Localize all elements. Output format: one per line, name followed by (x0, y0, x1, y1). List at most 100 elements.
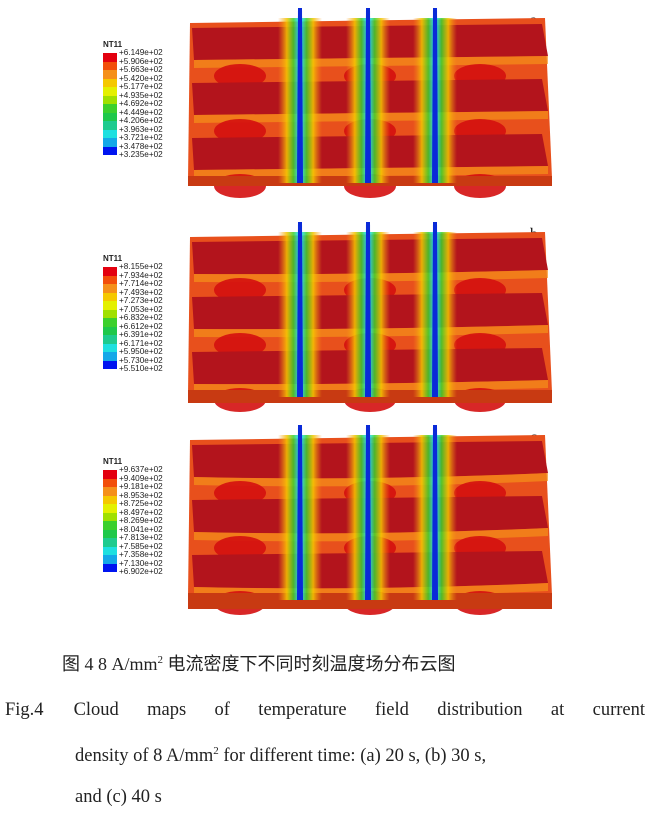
legend-tick: +8.269e+02 (119, 516, 163, 525)
legend-band (103, 495, 117, 504)
legend-band (103, 352, 117, 361)
legend-tick: +8.041e+02 (119, 524, 163, 534)
legend-tick: +6.902e+02 (119, 567, 163, 576)
legend-tick: +6.171e+02 (119, 338, 163, 348)
legend-variable: NT11 (103, 40, 123, 49)
legend-tick: +7.358e+02 (119, 550, 163, 559)
caption-en-line2: density of 8 A/mm2 for different time: (… (5, 731, 645, 777)
legend-tick: +7.493e+02 (119, 287, 163, 297)
legend-band (103, 563, 117, 572)
legend-colorbar (103, 53, 117, 155)
legend-tick: +4.935e+02 (119, 90, 163, 100)
legend-band (103, 487, 117, 496)
legend-band (103, 512, 117, 521)
caption-cn-suffix: 电流密度下不同时刻温度场分布云图 (163, 654, 456, 674)
legend-colorbar (103, 470, 117, 572)
contour-plot-a (188, 8, 552, 198)
legend-band (103, 95, 117, 104)
legend-band (103, 284, 117, 293)
legend-colorbar (103, 267, 117, 369)
caption-en-label: Fig.4 (5, 700, 44, 720)
caption-en-line3: and (c) 40 s (75, 787, 162, 808)
legend-band (103, 129, 117, 138)
legend-band (103, 521, 117, 530)
caption-en-line2-sup: 2 (213, 745, 219, 757)
legend-band (103, 112, 117, 121)
hot-zone (214, 119, 266, 143)
caption-chinese: 图 4 8 A/mm2 电流密度下不同时刻温度场分布云图 (62, 650, 456, 676)
stiffener (297, 425, 303, 600)
legend-tick: +7.053e+02 (119, 304, 163, 314)
legend-band (103, 343, 117, 352)
legend-tick: +7.585e+02 (119, 541, 163, 551)
legend-band (103, 504, 117, 513)
legend-band (103, 292, 117, 301)
legend-tick: +6.612e+02 (119, 321, 163, 331)
legend-tick: +5.510e+02 (119, 364, 163, 373)
stiffener (297, 8, 303, 183)
caption-en-line1: Cloud maps of temperature field distribu… (44, 690, 645, 731)
legend-tick: +3.235e+02 (119, 150, 163, 159)
contour-plot-b (188, 222, 552, 412)
legend-tick: +5.420e+02 (119, 73, 163, 83)
contour-plot-c (188, 425, 552, 615)
legend-band (103, 53, 117, 62)
legend-band (103, 478, 117, 487)
legend-variable: NT11 (103, 457, 123, 466)
legend-tick: +5.950e+02 (119, 347, 163, 356)
stiffener (432, 425, 438, 600)
caption-cn-sup: 2 (157, 654, 164, 666)
legend-band (103, 267, 117, 276)
legend-band (103, 309, 117, 318)
legend-tick: +5.906e+02 (119, 56, 163, 66)
legend-variable: NT11 (103, 254, 123, 263)
caption-en-line2-prefix: density of 8 A/mm (75, 746, 214, 767)
legend-tick: +5.730e+02 (119, 355, 163, 365)
legend-band (103, 70, 117, 79)
legend-tick: +3.963e+02 (119, 124, 163, 134)
legend-tick: +8.497e+02 (119, 507, 163, 517)
legend-tick: +7.714e+02 (119, 279, 163, 288)
legend-tick: +5.177e+02 (119, 82, 163, 91)
legend-band (103, 318, 117, 327)
legend-tick: +5.663e+02 (119, 65, 163, 74)
legend-band (103, 470, 117, 479)
stiffener (297, 222, 303, 397)
legend-band (103, 360, 117, 369)
legend-band (103, 538, 117, 547)
stiffener (432, 222, 438, 397)
legend-band (103, 546, 117, 555)
legend-band (103, 326, 117, 335)
legend-tick: +7.813e+02 (119, 533, 163, 542)
legend-tick: +4.206e+02 (119, 116, 163, 125)
legend-tick: +7.273e+02 (119, 296, 163, 305)
legend-tick: +6.832e+02 (119, 313, 163, 322)
legend-tick: +8.155e+02 (119, 262, 163, 271)
legend-tick: +3.478e+02 (119, 141, 163, 151)
legend-band (103, 335, 117, 344)
legend-band (103, 301, 117, 310)
stiffener (365, 222, 371, 397)
legend-tick: +9.409e+02 (119, 473, 163, 483)
legend-band (103, 146, 117, 155)
legend-band (103, 121, 117, 130)
legend-band (103, 78, 117, 87)
legend-band (103, 555, 117, 564)
hot-zone (214, 64, 266, 88)
stiffener (365, 425, 371, 600)
legend-band (103, 529, 117, 538)
caption-en-line2-suffix: for different time: (a) 20 s, (b) 30 s, (218, 746, 487, 767)
hot-zone (214, 536, 266, 560)
legend-tick: +3.721e+02 (119, 133, 163, 142)
legend-tick: +6.149e+02 (119, 48, 163, 57)
legend-band (103, 87, 117, 96)
legend-band (103, 138, 117, 147)
hot-zone (214, 481, 266, 505)
legend-tick: +9.181e+02 (119, 482, 163, 491)
legend-tick: +6.391e+02 (119, 330, 163, 339)
legend-tick: +4.449e+02 (119, 107, 163, 117)
legend-band (103, 275, 117, 284)
stiffener (365, 8, 371, 183)
legend-tick: +4.692e+02 (119, 99, 163, 108)
hot-zone (214, 278, 266, 302)
